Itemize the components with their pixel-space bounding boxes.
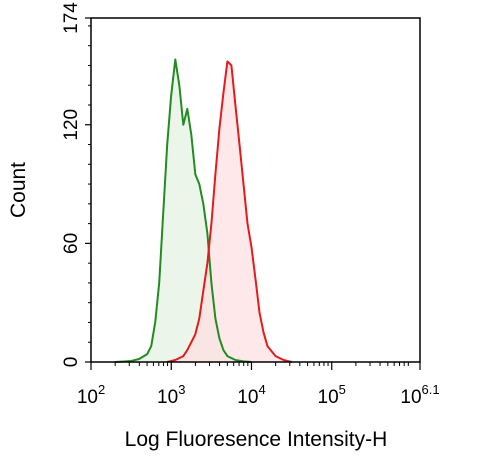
x-tick-label: 106.1	[400, 382, 439, 408]
y-tick-label: 120	[61, 109, 82, 141]
y-tick-label: 0	[61, 357, 82, 368]
x-tick-label: 102	[77, 382, 105, 408]
x-axis-title: Log Fluoresence Intensity-H	[125, 428, 388, 451]
tick-layer: 0 60 120 174 102 103 104 105 106.1	[61, 2, 440, 408]
series-layer	[115, 58, 292, 363]
y-tick-label: 60	[61, 233, 82, 254]
y-tick-label: 174	[61, 2, 82, 34]
histogram-line-1	[115, 58, 252, 363]
histogram-line-2	[166, 60, 292, 363]
y-axis-title: Count	[7, 162, 30, 218]
plot-frame	[90, 17, 421, 363]
x-tick-label: 105	[318, 382, 346, 408]
x-tick-label: 104	[237, 382, 265, 408]
histogram-fill-2	[167, 61, 292, 362]
histogram-fill-1	[115, 59, 252, 362]
x-tick-label: 103	[157, 382, 185, 408]
